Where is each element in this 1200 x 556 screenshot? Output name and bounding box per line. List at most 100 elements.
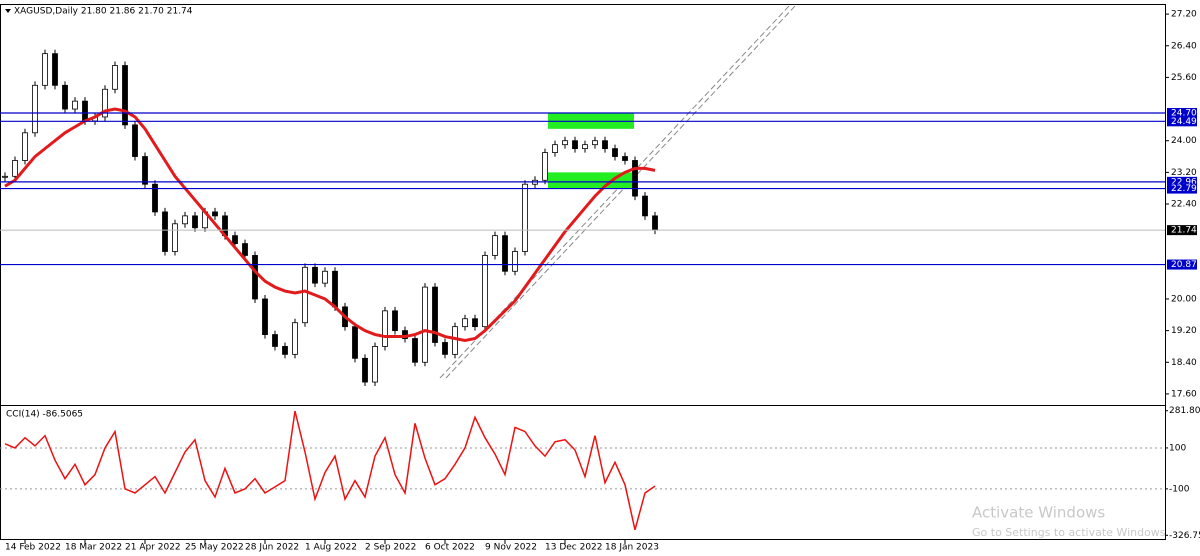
current-price-label: 21.74: [1171, 226, 1197, 236]
candle-body: [582, 144, 588, 150]
x-tick-label: 6 Oct 2022: [425, 543, 475, 553]
candle-body: [452, 326, 458, 355]
candle-body: [262, 298, 268, 335]
candle-body: [522, 183, 528, 252]
candle-body: [42, 53, 48, 86]
x-tick-label: 1 Aug 2022: [305, 543, 357, 553]
candle-body: [382, 310, 388, 347]
x-tick-label: 28 Jun 2022: [245, 543, 299, 553]
current-price-tag: [1167, 225, 1197, 236]
candle-body: [52, 53, 58, 86]
menu-arrow: [5, 9, 11, 13]
candle-body: [572, 140, 578, 150]
candle-body: [442, 342, 448, 355]
candle-body: [132, 124, 138, 157]
y-tick-label: 27.20: [1171, 10, 1197, 20]
candle-body: [112, 65, 118, 90]
candle-body: [32, 84, 38, 134]
candle-body: [82, 100, 88, 122]
candle-body: [602, 140, 608, 150]
x-tick-label: 18 Jan 2023: [605, 543, 659, 553]
indicator-tick-label: -326.755: [1169, 531, 1200, 541]
candle-body: [312, 266, 318, 284]
candle-body: [182, 215, 188, 225]
indicator-tick-label: -100: [1169, 484, 1190, 494]
cci-line: [4, 410, 656, 531]
candle-body: [392, 310, 398, 332]
candle-body: [502, 235, 508, 272]
candle-body: [562, 140, 568, 146]
level-label: 24.70: [1171, 109, 1197, 119]
y-tick-label: 19.20: [1171, 326, 1197, 336]
candle-body: [322, 270, 328, 284]
level-label: 22.96: [1171, 177, 1197, 187]
level-tag: [1167, 116, 1197, 127]
candle-body: [462, 318, 468, 328]
y-tick-label: 23.20: [1171, 168, 1197, 178]
level-tag: [1167, 176, 1197, 187]
x-tick-label: 25 May 2022: [185, 543, 244, 553]
level-label: 20.87: [1171, 260, 1197, 270]
candle-body: [122, 65, 128, 126]
candle-body: [512, 251, 518, 272]
candle-body: [612, 148, 618, 157]
candle-body: [102, 88, 108, 118]
level-tag: [1167, 259, 1197, 270]
candle-body: [482, 255, 488, 328]
candle-body: [192, 215, 198, 229]
candle-body: [652, 215, 658, 231]
y-tick-label: 20.00: [1171, 294, 1197, 304]
level-tag: [1167, 183, 1197, 194]
candle-body: [22, 132, 28, 161]
candle-body: [422, 286, 428, 363]
candle-body: [62, 84, 68, 110]
indicator-title: CCI(14) -86.5065: [6, 410, 83, 420]
x-tick-label: 21 Apr 2022: [125, 543, 181, 553]
watermark: Activate Windows: [972, 504, 1105, 522]
moving-average: [4, 107, 656, 343]
channel-line: [445, 4, 797, 379]
candle-body: [412, 338, 418, 363]
x-tick-label: 18 Mar 2022: [65, 543, 122, 553]
candle-body: [282, 346, 288, 355]
candle-body: [272, 334, 278, 347]
zone: [548, 172, 634, 189]
y-tick-label: 24.00: [1171, 136, 1197, 146]
indicator-tick-label: 281.803: [1169, 406, 1200, 416]
level-label: 22.79: [1171, 184, 1197, 194]
y-tick-label: 17.60: [1171, 389, 1197, 399]
indicator-tick-label: 100: [1169, 443, 1186, 453]
candle-body: [472, 318, 478, 328]
candle-body: [172, 223, 178, 252]
candle-body: [632, 160, 638, 197]
price-frame: [0, 4, 1166, 406]
y-tick-label: 26.40: [1171, 41, 1197, 51]
y-tick-label: 25.60: [1171, 73, 1197, 83]
candle-body: [242, 243, 248, 256]
candle-body: [142, 156, 148, 185]
candle-body: [252, 255, 258, 300]
x-tick-label: 9 Nov 2022: [485, 543, 537, 553]
candle-body: [72, 100, 78, 110]
candle-body: [302, 266, 308, 324]
candle-body: [2, 175, 8, 178]
candle-body: [332, 270, 338, 308]
candle-body: [592, 140, 598, 146]
level-label: 24.49: [1171, 117, 1197, 127]
candle-body: [622, 156, 628, 161]
candle-body: [542, 152, 548, 181]
candle-body: [642, 195, 648, 217]
candle-body: [152, 183, 158, 213]
candle-body: [352, 326, 358, 359]
x-tick-label: 13 Dec 2022: [545, 543, 603, 553]
candle-body: [292, 322, 298, 355]
x-tick-label: 14 Feb 2022: [5, 543, 61, 553]
candle-body: [12, 160, 18, 177]
x-tick-label: 2 Sep 2022: [365, 543, 416, 553]
candle-body: [362, 357, 368, 383]
watermark: Go to Settings to activate Windows.: [972, 526, 1169, 539]
candle-body: [372, 346, 378, 383]
candle-body: [232, 235, 238, 244]
candle-body: [162, 211, 168, 252]
